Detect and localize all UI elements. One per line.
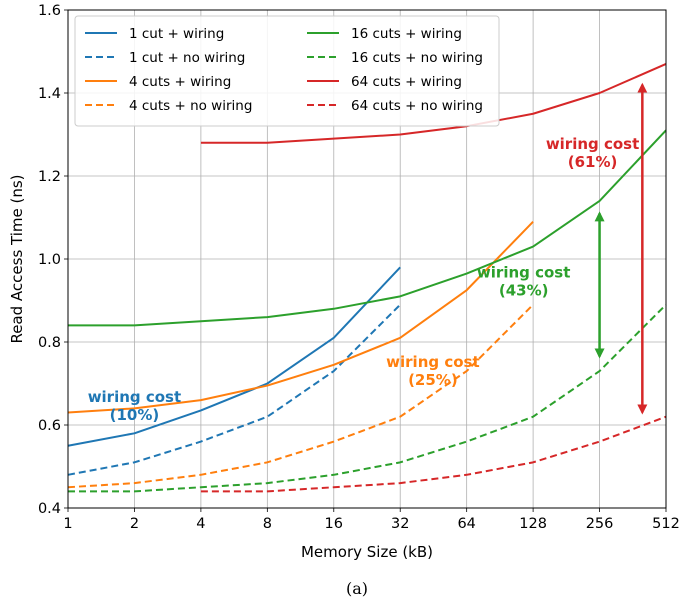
axis-ticks: 1 2 4 8 16 32 64 128 256 512 0.4 0.6 0.8 1.0 1.2 1.4 1.6 [38, 3, 680, 532]
series-line-16-cuts-wiring [68, 129, 667, 327]
wiring-cost-arrows [594, 82, 648, 415]
annotation-line: (10%) [110, 406, 160, 424]
x-tick-label: 256 [586, 516, 614, 532]
annotation-line: (61%) [568, 153, 618, 171]
x-tick-label: 1 [63, 516, 72, 532]
x-tick-label: 16 [325, 516, 343, 532]
annotation-line: wiring cost [88, 388, 181, 406]
annotation-line: (43%) [499, 282, 549, 300]
annotation-line: (25%) [408, 371, 458, 389]
y-tick-label: 0.8 [38, 335, 61, 351]
wiring-cost-annotation: wiring cost (25%) [386, 353, 479, 389]
annotations: wiring cost (10%)wiring cost (25%)wiring c… [88, 135, 640, 424]
y-tick-label: 1.4 [38, 86, 61, 102]
legend-label-4-cuts-wiring: 4 cuts + wiring [129, 74, 231, 90]
series-line-64-cuts-wiring [200, 63, 667, 144]
legend-label-64-cuts-wiring: 64 cuts + wiring [351, 74, 462, 90]
annotation-line: wiring cost [546, 135, 639, 153]
legend: 1 cut + wiring 1 cut + no wiring 4 cuts + … [74, 15, 500, 127]
series-line-4-cuts-no-wiring [67, 303, 534, 489]
x-tick-label: 4 [196, 516, 205, 532]
wiring-cost-annotation: wiring cost (10%) [88, 388, 181, 424]
y-tick-label: 1.2 [38, 169, 61, 185]
x-tick-label: 32 [391, 516, 409, 532]
legend-box [74, 15, 500, 127]
y-tick-label: 0.4 [38, 501, 61, 517]
y-axis-label: Read Access Time (ns) [8, 174, 26, 343]
x-tick-label: 128 [519, 516, 547, 532]
legend-label-4-cuts-no-wiring: 4 cuts + no wiring [129, 98, 252, 114]
x-axis-label: Memory Size (kB) [301, 543, 433, 561]
wiring-cost-annotation: wiring cost (61%) [546, 135, 639, 171]
wiring-cost-annotation: wiring cost (43%) [477, 264, 570, 300]
legend-label-1-cut-no-wiring: 1 cut + no wiring [129, 50, 245, 66]
legend-label-16-cuts-wiring: 16 cuts + wiring [351, 26, 462, 42]
annotation-line: wiring cost [386, 353, 479, 371]
legend-label-16-cuts-no-wiring: 16 cuts + no wiring [351, 50, 483, 66]
legend-label-64-cuts-no-wiring: 64 cuts + no wiring [351, 98, 483, 114]
x-tick-label: 2 [130, 516, 139, 532]
series-line-64-cuts-no-wiring [200, 415, 667, 493]
series-line-1-cut-wiring [67, 266, 401, 447]
series-line-1-cut-no-wiring [67, 303, 401, 476]
series-line-16-cuts-no-wiring [68, 303, 667, 493]
series-lines [67, 63, 667, 493]
annotation-line: wiring cost [477, 264, 570, 282]
figure-caption: (a) [346, 579, 368, 598]
y-tick-label: 0.6 [38, 418, 61, 434]
legend-label-1-cut-wiring: 1 cut + wiring [129, 26, 224, 42]
x-tick-label: 8 [263, 516, 272, 532]
series-line-4-cuts-wiring [67, 220, 534, 414]
y-tick-label: 1.0 [38, 252, 61, 268]
x-tick-label: 64 [457, 516, 475, 532]
y-tick-label: 1.6 [38, 3, 61, 19]
x-tick-label: 512 [652, 516, 680, 532]
